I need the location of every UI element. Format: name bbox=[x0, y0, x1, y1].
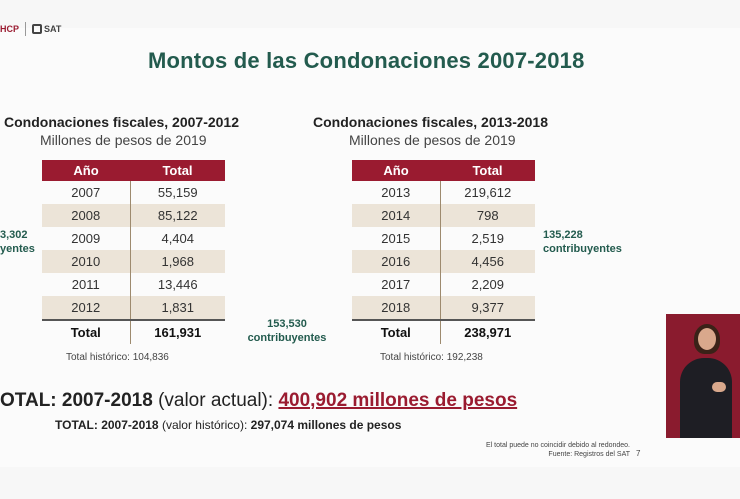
total-value-cell: 238,971 bbox=[440, 319, 535, 344]
hcp-logo: HCP bbox=[0, 24, 20, 34]
left-col-header-total: Total bbox=[130, 160, 225, 181]
left-contributors-label: yentes bbox=[0, 243, 35, 255]
left-historic-total: Total histórico: 104,836 bbox=[66, 352, 169, 363]
video-letterbox-top bbox=[0, 0, 740, 28]
page-number: 7 bbox=[636, 449, 641, 458]
table-row: 2010 1,968 bbox=[42, 250, 225, 273]
total-cell: 1,968 bbox=[130, 250, 225, 273]
sat-logo: SAT bbox=[32, 24, 61, 34]
total-cell: 1,831 bbox=[130, 296, 225, 320]
table-row: 2018 9,377 bbox=[352, 296, 535, 320]
year-cell: 2010 bbox=[42, 250, 131, 273]
grand-total-current: OTAL: 2007-2018 (valor actual): 400,902 … bbox=[0, 390, 517, 412]
year-cell: 2012 bbox=[42, 296, 131, 320]
sat-logo-text: SAT bbox=[44, 24, 62, 34]
table-row: 2015 2,519 bbox=[352, 227, 535, 250]
table-row: 2013 219,612 bbox=[352, 181, 535, 204]
table-row: 2017 2,209 bbox=[352, 273, 535, 296]
middle-contributors-number: 153,530 bbox=[267, 318, 307, 330]
year-cell: 2014 bbox=[352, 204, 441, 227]
interpreter-face bbox=[698, 328, 716, 350]
total-cell: 4,404 bbox=[161, 231, 195, 246]
right-contributors-note: 135,228 contribuyentes bbox=[543, 228, 622, 256]
table-row: 2016 4,456 bbox=[352, 250, 535, 273]
total-cell: 55,159 bbox=[157, 185, 198, 200]
table-row: 2007 55,159 bbox=[42, 181, 225, 204]
right-col-header-total: Total bbox=[440, 160, 535, 181]
total-cell: 9,377 bbox=[440, 296, 535, 320]
total-cell: 798 bbox=[440, 204, 535, 227]
left-table-title: Condonaciones fiscales, 2007-2012 bbox=[4, 114, 239, 130]
table-total-row: Total 238,971 bbox=[352, 319, 535, 344]
left-data-table: Año Total 2007 55,159 2008 85,122 2009 4,40… bbox=[42, 160, 225, 344]
video-letterbox-bottom bbox=[0, 467, 740, 499]
right-table-subtitle: Millones de pesos de 2019 bbox=[349, 132, 516, 148]
grand-total-historic-prefix: TOTAL: 2007-2018 bbox=[55, 418, 159, 432]
year-cell: 2015 bbox=[352, 227, 441, 250]
slide-title: Montos de las Condonaciones 2007-2018 bbox=[148, 48, 585, 73]
year-cell: 2016 bbox=[352, 250, 441, 273]
table-row: 2011 13,446 bbox=[42, 273, 225, 296]
left-contributors-note: 3,302 yentes bbox=[0, 228, 35, 256]
middle-contributors-label: contribuyentes bbox=[247, 332, 327, 344]
right-contributors-number: 135,228 bbox=[543, 229, 583, 241]
interpreter-video bbox=[666, 314, 740, 438]
left-col-header-year: Año bbox=[42, 160, 130, 181]
total-cell: 13,446 bbox=[157, 277, 198, 292]
logo-divider bbox=[25, 22, 27, 36]
grand-total-historic-amount: 297,074 millones de pesos bbox=[250, 418, 402, 432]
total-cell: 4,456 bbox=[440, 250, 535, 273]
interpreter-hand bbox=[712, 382, 726, 392]
total-value-cell: 161,931 bbox=[130, 319, 225, 344]
table-row: 2014 798 bbox=[352, 204, 535, 227]
year-cell: 2018 bbox=[352, 296, 441, 320]
header-logos: HCP SAT bbox=[0, 22, 61, 36]
interpreter-body bbox=[680, 358, 732, 438]
year-cell: 2008 bbox=[42, 204, 131, 227]
total-cell: 85,122 bbox=[130, 204, 225, 227]
right-col-header-year: Año bbox=[352, 160, 440, 181]
total-cell: 2,519 bbox=[471, 231, 505, 246]
grand-total-current-prefix: OTAL: 2007-2018 bbox=[0, 390, 153, 411]
right-historic-total: Total histórico: 192,238 bbox=[380, 352, 483, 363]
table-row: 2009 4,404 bbox=[42, 227, 225, 250]
total-cell: 219,612 bbox=[464, 185, 512, 200]
grand-total-historic: TOTAL: 2007-2018 (valor histórico): 297,… bbox=[55, 418, 401, 432]
source-note: Fuente: Registros del SAT bbox=[548, 451, 630, 458]
grand-total-historic-paren: (valor histórico): bbox=[161, 418, 248, 432]
year-cell: 2017 bbox=[352, 273, 441, 296]
year-cell: 2007 bbox=[42, 181, 131, 204]
grand-total-current-paren: (valor actual): bbox=[158, 390, 274, 411]
table-total-row: Total 161,931 bbox=[42, 319, 225, 344]
sat-icon bbox=[32, 24, 43, 34]
total-label-cell: Total bbox=[352, 319, 441, 344]
year-cell: 2009 bbox=[42, 227, 131, 250]
right-data-table: Año Total 2013 219,612 2014 798 2015 2,519 … bbox=[352, 160, 535, 344]
rounding-note: El total puede no coincidir debido al re… bbox=[486, 442, 630, 449]
middle-contributors-note: 153,530 contribuyentes bbox=[234, 317, 340, 345]
left-table-subtitle: Millones de pesos de 2019 bbox=[40, 132, 207, 148]
right-table-title: Condonaciones fiscales, 2013-2018 bbox=[313, 114, 548, 130]
right-contributors-label: contribuyentes bbox=[543, 243, 622, 255]
table-row: 2008 85,122 bbox=[42, 204, 225, 227]
grand-total-current-amount: 400,902 millones de pesos bbox=[278, 390, 518, 411]
year-cell: 2013 bbox=[352, 181, 441, 204]
table-row: 2012 1,831 bbox=[42, 296, 225, 320]
left-contributors-number: 3,302 bbox=[0, 229, 28, 241]
total-label-cell: Total bbox=[42, 319, 131, 344]
total-cell: 2,209 bbox=[471, 277, 505, 292]
year-cell: 2011 bbox=[42, 273, 131, 296]
